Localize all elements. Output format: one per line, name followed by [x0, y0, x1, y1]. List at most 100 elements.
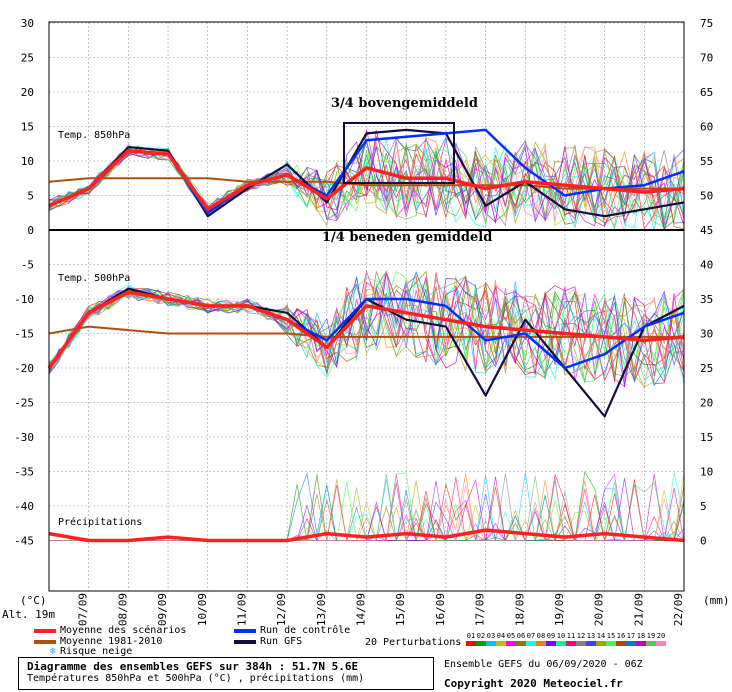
- legend-gfs: Run GFS: [234, 636, 302, 648]
- perturbation-color-swatch: [526, 641, 536, 646]
- title-box: Diagramme des ensembles GEFS sur 384h : …: [18, 657, 434, 690]
- perturbation-id: 03: [486, 632, 496, 640]
- right-tick-label: 55: [700, 155, 713, 168]
- perturbation-id: 12: [576, 632, 586, 640]
- perturbation-color-swatch: [486, 641, 496, 646]
- left-tick-label: 5: [27, 190, 34, 203]
- legend-perturbations: 20 Perturbations: [365, 637, 461, 649]
- perturbation-id: 15: [606, 632, 616, 640]
- x-tick-label: 21/09: [632, 593, 645, 626]
- perturbation-850-line: [48, 136, 685, 227]
- t850-panel-label: Temp. 850hPa: [58, 130, 130, 141]
- right-tick-label: 5: [700, 500, 707, 513]
- series-line: [48, 128, 685, 218]
- perturbation-id: 05: [506, 632, 516, 640]
- right-tick-label: 45: [700, 224, 713, 237]
- perturbation-color-swatch: [646, 641, 656, 646]
- left-tick-label: -20: [14, 362, 34, 375]
- perturbation-id: 01: [466, 632, 476, 640]
- right-tick-label: 50: [700, 190, 713, 203]
- legend-clim-swatch: [34, 640, 56, 644]
- snowflake-icon: ❄: [50, 646, 57, 657]
- left-tick-label: 30: [21, 17, 34, 30]
- right-unit: (mm): [703, 594, 730, 607]
- right-tick-label: 40: [700, 259, 713, 272]
- perturbation-id: 17: [626, 632, 636, 640]
- x-tick-label: 18/09: [513, 593, 526, 626]
- source-run: Ensemble GEFS du 06/09/2020 - 06Z: [444, 659, 643, 670]
- perturbation-id: 16: [616, 632, 626, 640]
- perturbation-id: 11: [566, 632, 576, 640]
- perturbation-id: 08: [536, 632, 546, 640]
- precip-panel-label: Précipitations: [58, 516, 142, 528]
- left-tick-label: -25: [14, 397, 34, 410]
- series-line: [48, 325, 684, 338]
- perturbation-color-swatch: [616, 641, 626, 646]
- left-tick-label: -40: [14, 500, 34, 513]
- perturbation-color-swatch: [656, 641, 666, 646]
- series-line: [48, 528, 685, 543]
- x-tick-label: 16/09: [434, 593, 447, 626]
- perturbation-850-line: [48, 145, 685, 219]
- left-tick-label: -10: [14, 293, 34, 306]
- left-tick-label: -30: [14, 431, 34, 444]
- legend-mean-label: Moyenne des scénarios: [60, 625, 187, 636]
- series-line: [48, 148, 685, 212]
- copyright: Copyright 2020 Meteociel.fr: [444, 677, 623, 690]
- legend-control-swatch: [234, 629, 256, 633]
- perturbation-color-swatch: [566, 641, 576, 646]
- x-tick-label: 08/09: [116, 593, 129, 626]
- x-tick-label: 15/09: [394, 593, 407, 626]
- legend-control-label: Run de contrôle: [260, 625, 351, 636]
- perturbation-500-line: [48, 270, 685, 384]
- x-tick-label: 13/09: [315, 593, 328, 626]
- perturbation-500-line: [48, 271, 685, 382]
- perturbation-color-swatch: [556, 641, 566, 646]
- perturbation-precip-line: [49, 483, 685, 541]
- right-tick-label: 20: [700, 397, 713, 410]
- right-tick-label: 75: [700, 17, 713, 30]
- perturbation-id: 04: [496, 632, 506, 640]
- right-tick-label: 10: [700, 466, 713, 479]
- right-tick-label: 35: [700, 293, 713, 306]
- legend-perturbations-label: 20 Perturbations: [365, 637, 462, 648]
- altitude: Alt. 19m: [2, 608, 55, 621]
- perturbation-color-swatch: [516, 641, 526, 646]
- series-line: [48, 177, 684, 190]
- x-tick-label: 22/09: [672, 593, 685, 626]
- perturbation-id: 19: [646, 632, 656, 640]
- right-tick-label: 30: [700, 328, 713, 341]
- perturbation-color-swatch: [586, 641, 596, 646]
- perturbation-color-swatch: [626, 641, 636, 646]
- perturbation-id: 14: [596, 632, 606, 640]
- perturbation-color-swatch: [536, 641, 546, 646]
- x-tick-label: 20/09: [593, 593, 606, 626]
- perturbation-precip-line: [49, 477, 684, 541]
- perturbation-color-swatch: [606, 641, 616, 646]
- right-tick-label: 65: [700, 86, 713, 99]
- perturbation-color-swatch: [576, 641, 586, 646]
- main-series-lines: [47, 128, 685, 543]
- left-tick-label: 0: [27, 224, 34, 237]
- left-tick-label: -5: [21, 259, 34, 272]
- x-tick-label: 12/09: [275, 593, 288, 626]
- legend-control: Run de contrôle: [234, 625, 350, 637]
- perturbation-id: 02: [476, 632, 486, 640]
- perturbation-color-swatch: [506, 641, 516, 646]
- perturbation-id: 20: [656, 632, 666, 640]
- perturbation-color-swatch: [636, 641, 646, 646]
- legend-mean: Moyenne des scénarios: [34, 625, 186, 637]
- perturbation-color-swatch: [546, 641, 556, 646]
- left-tick-label: 20: [21, 86, 34, 99]
- legend-mean-swatch: [34, 629, 56, 633]
- annotation-below-average: 1/4 beneden gemiddeld: [322, 230, 492, 245]
- perturbation-id: 09: [546, 632, 556, 640]
- annotation-box: [343, 122, 455, 184]
- perturbation-id: 18: [636, 632, 646, 640]
- perturbation-ids: 01 02 03 04 05 06 07 08 09 10 11 12 13 14 15 16 17 18 19 20: [466, 632, 666, 641]
- legend-snow-label: Risque neige: [60, 646, 133, 657]
- perturbation-color-swatch: [496, 641, 506, 646]
- left-unit: (°C): [20, 594, 47, 607]
- legend-gfs-swatch: [234, 640, 256, 644]
